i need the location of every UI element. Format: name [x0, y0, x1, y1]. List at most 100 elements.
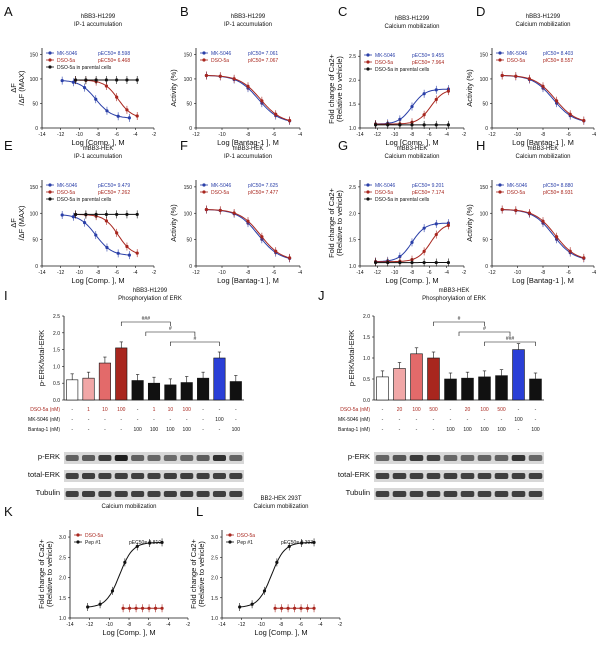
x-tick-label: -12: [374, 270, 381, 276]
blot-band: [98, 473, 112, 479]
y-tick-label: 1.5: [59, 596, 66, 602]
treatment-value: 100: [232, 427, 241, 433]
sig-label: #: [458, 316, 461, 322]
legend-name: DSO-5a: [85, 533, 103, 539]
x-tick-label: -14: [66, 622, 73, 628]
series-dso5a-point: [312, 606, 316, 610]
treatment-value: -: [120, 427, 122, 433]
y-axis-label: Fold change of Ca2+: [189, 538, 198, 608]
y-tick-label: 150: [184, 185, 193, 191]
x-tick-label: -6: [566, 132, 571, 138]
bar-2: [82, 377, 95, 401]
sig-bracket: [458, 331, 511, 336]
bar-11: [229, 381, 242, 401]
blot-label: Tubulin: [346, 488, 370, 497]
treatment-value: -: [186, 417, 188, 423]
x-tick-label: -4: [133, 132, 138, 138]
x-tick-label: -6: [427, 270, 432, 276]
treatment-value: -: [71, 407, 73, 413]
treatment-value: -: [71, 417, 73, 423]
x-tick-label: -4: [444, 132, 449, 138]
treatment-value: 1: [153, 407, 156, 413]
y-tick-label: 100: [30, 211, 39, 217]
series-parental-point: [422, 260, 426, 265]
legend-name: MK-5046: [57, 183, 78, 189]
bar-9: [512, 349, 525, 401]
y-tick-label: 0: [189, 126, 192, 132]
x-tick-label: -8: [246, 270, 251, 276]
series-pep1: [87, 541, 163, 608]
blot-band: [163, 455, 177, 461]
treatment-label: MK-5046 (nM): [338, 417, 370, 423]
y-axis-label: p-ERK/total-ERK: [347, 330, 356, 386]
x-tick-label: -8: [127, 622, 132, 628]
legend-marker: [366, 60, 370, 64]
bar-3: [98, 362, 111, 401]
x-tick-label: -2: [152, 132, 157, 138]
treatment-label: DSO-5a (nM): [340, 407, 370, 413]
series-parental-point: [135, 212, 139, 217]
blot-band: [392, 455, 407, 461]
treatment-value: -: [535, 417, 537, 423]
x-tick-label: -12: [57, 132, 64, 138]
blot-band: [511, 491, 526, 497]
legend-name: Pep #1: [237, 540, 253, 546]
legend-marker: [498, 51, 502, 55]
treatment-value: -: [120, 417, 122, 423]
blot-band: [511, 473, 526, 479]
y-axis-label: Activity (%): [465, 69, 474, 107]
series-parental-point: [84, 212, 88, 217]
legend-name: DSO-5a: [57, 190, 75, 196]
bar-3: [410, 353, 423, 401]
y-axis-label-2: /ΔF (MAX): [17, 70, 26, 106]
legend-value: pIC50= 8.931: [543, 190, 573, 196]
blot-band: [528, 455, 543, 461]
series-pep1-point: [250, 602, 254, 606]
treatment-value: 1: [87, 407, 90, 413]
treatment-value: -: [399, 417, 401, 423]
series-parental-point: [84, 78, 88, 82]
x-tick-label: -4: [166, 622, 171, 628]
y-tick-label: 2.0: [349, 211, 356, 217]
x-tick-label: -10: [514, 270, 521, 276]
x-tick-label: -12: [374, 132, 381, 138]
legend-value: pIC50= 8.880: [543, 183, 573, 189]
x-tick-label: -12: [86, 622, 93, 628]
panel-letter-I: I: [4, 288, 8, 303]
series-dso5a-point: [218, 208, 222, 212]
treatment-value: 500: [429, 407, 438, 413]
blot-band: [163, 491, 177, 497]
legend-marker: [366, 53, 370, 57]
y-axis-label: Activity (%): [169, 204, 178, 242]
x-tick-label: -6: [566, 270, 571, 276]
legend-name: MK-5046: [57, 51, 78, 57]
x-tick-label: -2: [152, 270, 157, 276]
series-mk5046-point: [82, 85, 87, 90]
y-axis-label-2: (Relative to vehicle): [197, 541, 206, 607]
legend-marker: [498, 58, 502, 62]
y-tick-label: 0.5: [53, 381, 60, 387]
treatment-value: 100: [531, 427, 540, 433]
treatment-value: 10: [102, 407, 108, 413]
x-tick-label: -12: [192, 132, 199, 138]
legend-name: MK-5046: [375, 53, 396, 59]
panel-title: mBB3-HEK: [233, 146, 264, 152]
legend-marker: [498, 190, 502, 194]
legend-marker: [366, 183, 370, 187]
treatment-value: -: [416, 427, 418, 433]
blot-band: [82, 491, 96, 497]
y-tick-label: 50: [32, 101, 38, 107]
legend-value: pEC50= 6.468: [98, 58, 130, 64]
blot-band: [212, 455, 226, 461]
y-tick-label: 2.0: [59, 576, 66, 582]
sig-bracket: [145, 331, 196, 336]
x-tick-label: -10: [391, 270, 398, 276]
legend-name: MK-5046: [507, 183, 528, 189]
legend-name: DSO-5a: [507, 190, 525, 196]
series-dso5a-point: [527, 211, 532, 215]
series-parental-point: [422, 123, 426, 127]
blot-band: [494, 473, 509, 479]
treatment-value: 100: [133, 427, 142, 433]
x-tick-label: -6: [146, 622, 151, 628]
y-axis-label: Activity (%): [465, 204, 474, 242]
